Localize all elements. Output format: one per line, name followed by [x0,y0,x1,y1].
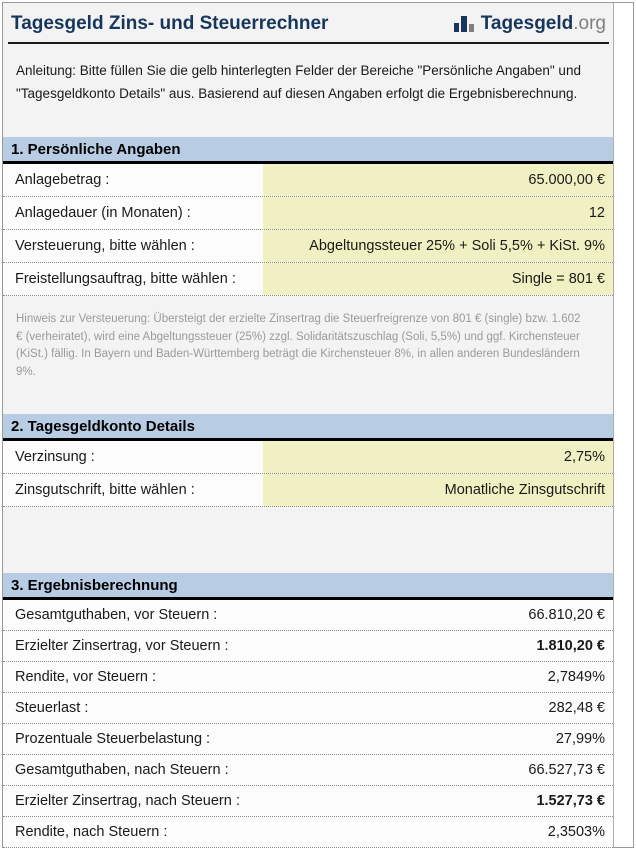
anlagedauer-field[interactable]: 12 [263,197,613,229]
row-label: Zinsgutschrift, bitte wählen : [15,482,195,498]
instruction-text: Anleitung: Bitte füllen Sie die gelb hin… [16,63,581,101]
result-zinsertrag-nach-steuern: 1.527,73 € [536,793,605,809]
result-gesamtguthaben-vor-steuern: 66.810,20 € [528,607,605,623]
section-account-title: 2. Tagesgeldkonto Details [3,414,613,441]
tagesgeld-org-logo-link[interactable]: Tagesgeld.org [453,13,606,35]
result-rendite-nach-steuern: 2,3503% [547,824,605,840]
table-row: Zinsgutschrift, bitte wählen : Monatlich… [3,474,613,507]
result-gesamtguthaben-nach-steuern: 66.527,73 € [528,762,605,778]
table-row: Anlagedauer (in Monaten) : 12 [3,197,613,230]
table-row: Rendite, nach Steuern : 2,3503% [3,817,613,848]
zinsgutschrift-select[interactable]: Monatliche Zinsgutschrift [263,474,613,506]
table-row: Prozentuale Steuerbelastung : 27,99% [3,724,613,755]
section-account: 2. Tagesgeldkonto Details Verzinsung : 2… [3,414,613,507]
section-personal-title: 1. Persönliche Angaben [3,137,613,164]
row-label: Gesamtguthaben, nach Steuern : [15,762,229,778]
table-row: Erzielter Zinsertrag, nach Steuern : 1.5… [3,786,613,817]
table-row: Rendite, vor Steuern : 2,7849% [3,662,613,693]
section-personal: 1. Persönliche Angaben Anlagebetrag : 65… [3,137,613,296]
verzinsung-field[interactable]: 2,75% [263,441,613,473]
section-results-title: 3. Ergebnisberechnung [3,573,613,600]
anlagebetrag-field[interactable]: 65.000,00 € [263,164,613,196]
section-results: 3. Ergebnisberechnung Gesamtguthaben, vo… [3,573,613,848]
result-rendite-vor-steuern: 2,7849% [547,669,605,685]
table-row: Gesamtguthaben, vor Steuern : 66.810,20 … [3,600,613,631]
calculator-content: Tagesgeld Zins- und Steuerrechner Tagesg… [3,3,614,848]
page-title: Tagesgeld Zins- und Steuerrechner [11,13,329,34]
row-label: Rendite, nach Steuern : [15,824,168,840]
row-label: Freistellungsauftrag, bitte wählen : [15,271,236,287]
table-row: Verzinsung : 2,75% [3,441,613,474]
freistellungsauftrag-select[interactable]: Single = 801 € [263,263,613,295]
header: Tagesgeld Zins- und Steuerrechner Tagesg… [8,9,609,44]
table-row: Gesamtguthaben, nach Steuern : 66.527,73… [3,755,613,786]
versteuerung-hint-text: Hinweis zur Versteuerung: Übersteigt der… [16,313,581,378]
table-row: Versteuerung, bitte wählen : Abgeltungss… [3,230,613,263]
row-label: Anlagebetrag : [15,172,110,188]
row-label: Rendite, vor Steuern : [15,669,157,685]
result-zinsertrag-vor-steuern: 1.810,20 € [536,638,605,654]
row-label: Gesamtguthaben, vor Steuern : [15,607,218,623]
logo-tld: .org [573,13,606,34]
row-label: Erzielter Zinsertrag, vor Steuern : [15,638,229,654]
versteuerung-select[interactable]: Abgeltungssteuer 25% + Soli 5,5% + KiSt.… [263,230,613,262]
result-prozentuale-steuerbelastung: 27,99% [555,731,605,747]
row-label: Verzinsung : [15,449,95,465]
table-row: Steuerlast : 282,48 € [3,693,613,724]
table-row: Freistellungsauftrag, bitte wählen : Sin… [3,263,613,296]
row-label: Erzielter Zinsertrag, nach Steuern : [15,793,240,809]
logo-wordmark: Tagesgeld.org [481,13,606,35]
row-label: Versteuerung, bitte wählen : [15,238,195,254]
logo-name: Tagesgeld [480,13,574,34]
table-row: Anlagebetrag : 65.000,00 € [3,164,613,197]
table-row: Erzielter Zinsertrag, vor Steuern : 1.81… [3,631,613,662]
row-label: Steuerlast : [15,700,89,716]
bar-chart-icon [453,16,474,35]
row-label: Prozentuale Steuerbelastung : [15,731,211,747]
result-steuerlast: 282,48 € [548,700,605,716]
row-label: Anlagedauer (in Monaten) : [15,205,191,221]
